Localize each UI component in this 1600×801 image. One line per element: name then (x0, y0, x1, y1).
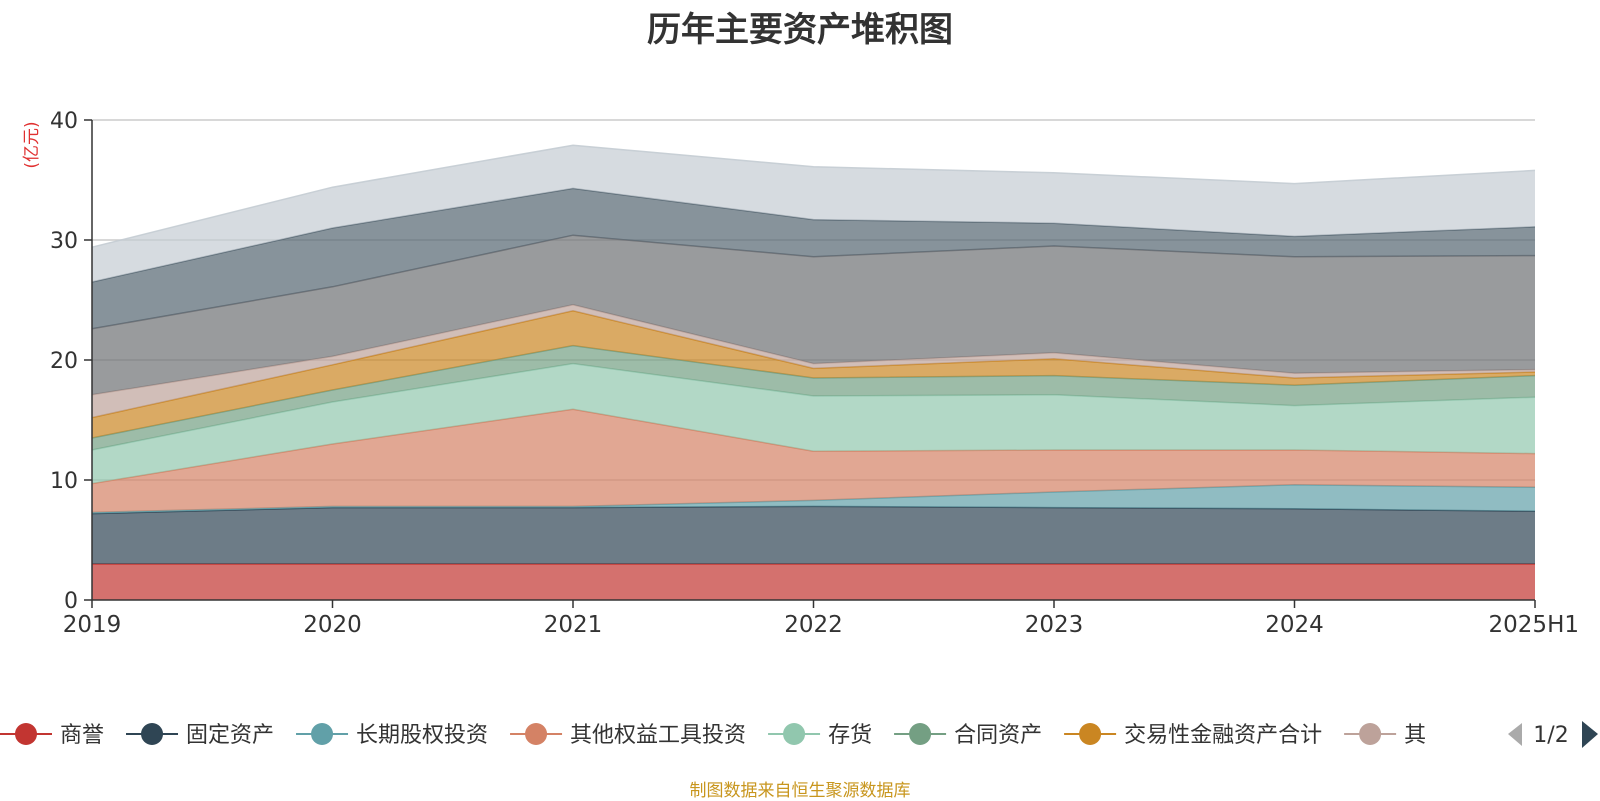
legend-label: 固定资产 (186, 723, 274, 748)
y-tick-label: 10 (50, 469, 78, 494)
legend-label: 交易性金融资产合计 (1124, 723, 1322, 748)
x-tick-label: 2021 (544, 612, 603, 638)
legend-item[interactable]: 其他权益工具投资 (510, 723, 746, 748)
y-tick-label: 0 (64, 589, 78, 614)
legend-item[interactable]: 商誉 (0, 723, 104, 748)
y-axis-unit-label: (亿元) (22, 121, 42, 168)
legend-label: 存货 (828, 723, 872, 748)
area-series-6 (92, 310, 1535, 438)
legend-dot-icon (909, 723, 932, 745)
legend-item[interactable]: 长期股权投资 (296, 723, 488, 748)
area-series-9 (92, 188, 1535, 329)
legend-item[interactable]: 合同资产 (894, 723, 1042, 748)
area-edge-10 (91, 144, 1536, 248)
legend-dot-icon (15, 723, 37, 745)
legend-label: 其 (1404, 723, 1426, 748)
legend-dot-icon (141, 723, 164, 745)
area-series-10 (92, 145, 1535, 282)
area-series-0 (92, 564, 1535, 600)
area-series-group (91, 144, 1536, 600)
legend-dot-icon (1079, 723, 1102, 745)
legend-dot-icon (311, 723, 334, 745)
area-series-4 (92, 363, 1535, 484)
x-tick-label: 2020 (303, 612, 362, 638)
x-tick-label: 2023 (1025, 612, 1084, 638)
y-tick-label: 30 (50, 229, 78, 254)
source-note: 制图数据来自恒生聚源数据库 (689, 781, 911, 801)
x-tick-label: 2025H1 (1489, 612, 1579, 638)
legend-page-indicator: 1/2 (1533, 723, 1568, 748)
y-tick-label: 40 (50, 109, 78, 134)
legend-item[interactable]: 其 (1344, 723, 1426, 748)
chart-title: 历年主要资产堆积图 (647, 10, 953, 50)
legend-item[interactable]: 交易性金融资产合计 (1064, 723, 1322, 748)
area-series-5 (92, 345, 1535, 450)
y-tick-label: 20 (50, 349, 78, 374)
legend-item[interactable]: 固定资产 (126, 723, 274, 748)
axes: 0 10 20 30 40 2019 2020 2021 2022 2023 2024 2025H1 (50, 109, 1579, 638)
legend-dot-icon (525, 723, 548, 745)
area-series-8 (92, 235, 1535, 395)
legend-item[interactable]: 存货 (768, 723, 872, 748)
legend-dot-icon (783, 723, 806, 745)
legend-dot-icon (1359, 723, 1382, 745)
legend-label: 商誉 (60, 723, 104, 748)
area-series-3 (92, 409, 1535, 513)
legend[interactable]: 商誉 固定资产 长期股权投资 其他权益工具投资 存货 合同资产 交易性金融资产合计 其 1/2 (0, 721, 1598, 748)
area-series-1 (92, 506, 1535, 564)
legend-label: 长期股权投资 (356, 723, 488, 748)
legend-label: 其他权益工具投资 (570, 723, 746, 748)
legend-prev-page-icon[interactable] (1508, 723, 1522, 746)
x-tick-label: 2019 (63, 612, 122, 638)
x-tick-label: 2024 (1265, 612, 1324, 638)
x-tick-label: 2022 (784, 612, 843, 638)
area-series-2 (92, 484, 1535, 514)
legend-next-page-icon[interactable] (1582, 721, 1598, 748)
legend-label: 合同资产 (954, 723, 1042, 748)
area-series-7 (92, 304, 1535, 418)
